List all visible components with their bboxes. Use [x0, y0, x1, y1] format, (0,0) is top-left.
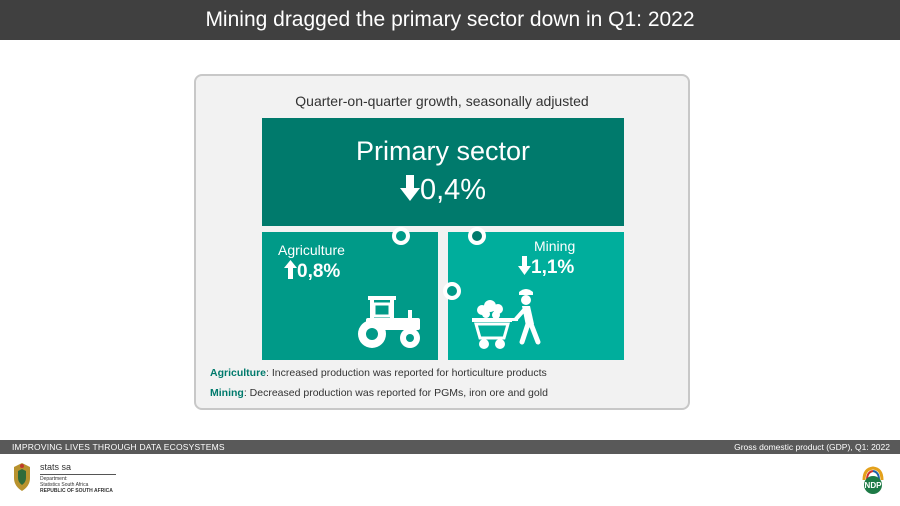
logo-divider	[40, 474, 116, 475]
mining-note: Mining: Decreased production was reporte…	[210, 387, 548, 399]
primary-sector-value: 0,4%	[419, 174, 487, 206]
org-name: stats sa	[40, 462, 72, 472]
department-line-1: Department:	[40, 476, 68, 482]
miner-icon	[472, 289, 541, 349]
panel-subtitle: Quarter-on-quarter growth, seasonally ad…	[295, 93, 589, 109]
tractor-icon	[358, 296, 420, 348]
slide-title: Mining dragged the primary sector down i…	[205, 8, 695, 31]
arrow-up-icon	[284, 260, 297, 279]
primary-sector-growth: 0,4%	[262, 174, 624, 207]
puzzle-connector	[468, 227, 486, 245]
slide-title-bar: Mining dragged the primary sector down i…	[0, 0, 900, 40]
ndp-logo: NDP	[862, 466, 884, 494]
primary-sector-label: Primary sector	[355, 136, 531, 166]
mining-value: 1,1%	[531, 257, 575, 278]
mining-card: Mining 1,1%	[448, 232, 624, 360]
ndp-text: NDP	[865, 481, 883, 490]
country-name: REPUBLIC OF SOUTH AFRICA	[40, 488, 113, 494]
footer-source: Gross domestic product (GDP), Q1: 2022	[734, 442, 890, 452]
infographic-panel: Quarter-on-quarter growth, seasonally ad…	[194, 74, 690, 410]
agriculture-card: Agriculture 0,8%	[262, 232, 438, 360]
agriculture-note: Agriculture: Increased production was re…	[210, 367, 547, 379]
arrow-down-icon	[399, 175, 420, 201]
coat-of-arms-icon	[14, 463, 30, 491]
puzzle-connector	[443, 282, 461, 300]
department-line-2: Statistics South Africa	[40, 482, 89, 488]
stats-sa-logo: stats sa Department: Statistics South Af…	[10, 462, 120, 496]
agriculture-value: 0,8%	[297, 261, 341, 282]
agriculture-label: Agriculture	[278, 242, 345, 258]
mining-growth: 1,1%	[518, 256, 574, 279]
footer-tagline: IMPROVING LIVES THROUGH DATA ECOSYSTEMS	[12, 442, 225, 452]
arrow-down-icon	[518, 256, 531, 275]
mining-label: Mining	[534, 238, 576, 254]
primary-sector-card: Primary sector 0,4%	[262, 118, 624, 226]
agriculture-growth: 0,8%	[284, 260, 340, 283]
footer-bar: IMPROVING LIVES THROUGH DATA ECOSYSTEMS …	[0, 440, 900, 454]
puzzle-connector	[392, 227, 410, 245]
